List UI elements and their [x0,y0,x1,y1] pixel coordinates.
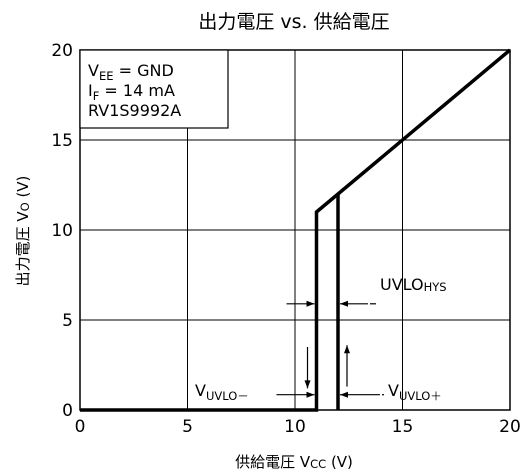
y-tick-label: 20 [51,41,73,61]
x-tick-label: 10 [284,417,306,437]
x-tick-label: 20 [499,417,521,437]
vuvlo-minus-arrow-head [306,391,315,398]
condition-part: RV1S9992A [88,101,181,120]
chart-title: 出力電圧 vs. 供給電圧 [198,11,389,33]
annotation-vuvlo-plus: VUVLO＋ [388,381,442,403]
tick-labels: 0 5 10 15 20 0 5 10 15 20 [51,41,520,437]
y-tick-label: 0 [62,401,73,421]
annotation-uvlo-hys: UVLOHYS [380,275,447,294]
plot-frame [79,49,511,411]
y-tick-label: 15 [51,131,73,151]
decreasing-arrow-head [304,380,311,389]
x-axis-label: 供給電圧 VCC (V) [235,453,353,471]
condition-vee: VEE = GND [88,61,174,83]
annotations [276,300,384,398]
vuvlo-plus-arrow-head [340,391,348,398]
x-tick-label: 0 [75,417,86,437]
condition-if: IF = 14 mA [88,81,175,103]
increasing-arrow-head [344,345,350,354]
annotation-vuvlo-minus: VUVLO－ [195,381,249,403]
condition-box-frame [79,49,229,129]
hysteresis-arrow-right-head [340,300,348,307]
y-axis-label: 出力電圧 VO (V) [14,176,32,287]
y-tick-label: 10 [51,221,73,241]
hysteresis-arrow-left-head [306,300,315,307]
x-tick-label: 5 [182,417,193,437]
condition-box: VEE = GND IF = 14 mA RV1S9992A [79,49,229,129]
y-tick-label: 5 [62,311,73,331]
x-tick-label: 15 [392,417,414,437]
